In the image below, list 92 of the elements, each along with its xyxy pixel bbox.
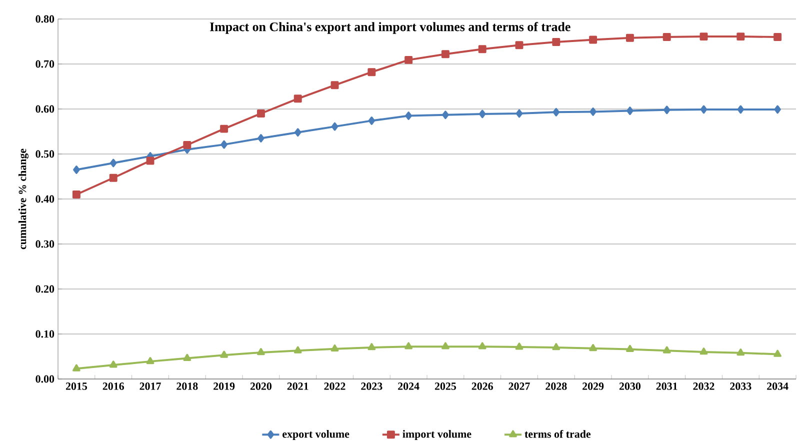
- point: [589, 36, 598, 44]
- point: [552, 108, 560, 116]
- x-tick-label: 2033: [730, 382, 752, 390]
- x-tick-label: 2034: [767, 382, 788, 390]
- point: [774, 350, 782, 357]
- point: [700, 32, 708, 40]
- x-tick-label: 2028: [546, 382, 567, 390]
- x-tick-label: 2020: [250, 382, 272, 390]
- point: [552, 343, 560, 350]
- x-tick-label: 2025: [434, 382, 456, 390]
- point: [626, 106, 634, 115]
- point: [405, 111, 412, 120]
- point: [516, 109, 523, 118]
- y-tick-label: 0.00: [36, 375, 54, 383]
- y-tick-label: 0.50: [36, 150, 54, 158]
- legend-label: export volume: [282, 430, 350, 440]
- point: [294, 128, 302, 137]
- point: [736, 32, 745, 40]
- x-tick-label: 2018: [176, 382, 198, 390]
- y-tick-label: 0.20: [36, 285, 54, 293]
- point: [220, 350, 228, 358]
- point: [774, 32, 782, 41]
- x-tick-label: 2015: [66, 382, 88, 390]
- point: [220, 140, 228, 149]
- point: [515, 41, 524, 50]
- point: [109, 360, 118, 368]
- point: [478, 110, 486, 118]
- point: [662, 32, 671, 41]
- point: [109, 174, 118, 182]
- x-tick-label: 2027: [508, 382, 530, 390]
- point: [662, 346, 671, 354]
- point: [294, 346, 302, 354]
- point: [441, 50, 450, 58]
- point: [442, 110, 449, 119]
- point: [146, 356, 154, 364]
- x-tick-label: 2029: [582, 382, 604, 390]
- point: [626, 344, 634, 352]
- point: [220, 124, 228, 133]
- point: [736, 348, 745, 356]
- x-tick-label: 2019: [214, 382, 235, 390]
- point: [257, 348, 265, 356]
- y-tick-label: 0.30: [36, 240, 54, 248]
- point: [368, 68, 376, 76]
- point: [146, 156, 154, 165]
- point: [774, 105, 781, 114]
- point: [626, 34, 634, 42]
- y-tick-label: 0.60: [36, 105, 54, 113]
- legend-label: terms of trade: [524, 430, 591, 438]
- x-tick-label: 2030: [619, 382, 640, 390]
- y-tick-label: 0.10: [36, 330, 54, 338]
- point: [590, 107, 596, 116]
- point: [700, 348, 708, 355]
- x-tick-label: 2024: [398, 382, 420, 390]
- y-tick-label: 0.40: [36, 195, 54, 203]
- point: [183, 354, 192, 361]
- point: [404, 342, 412, 350]
- x-tick-label: 2022: [324, 382, 346, 390]
- point: [368, 343, 376, 350]
- point: [330, 344, 339, 352]
- point: [183, 140, 192, 149]
- point: [737, 105, 744, 114]
- point: [404, 56, 413, 64]
- point: [589, 344, 597, 352]
- chart-title: Impact on China's export and import volumes and terms of trade: [210, 22, 570, 34]
- point: [368, 116, 376, 125]
- point: [700, 105, 708, 114]
- point: [552, 38, 560, 46]
- y-tick-label: 0.70: [36, 60, 54, 68]
- point: [331, 122, 338, 131]
- point: [258, 134, 264, 142]
- x-tick-label: 2023: [361, 382, 382, 390]
- y-tick-label: 0.80: [36, 15, 54, 23]
- point: [110, 158, 117, 168]
- x-tick-label: 2031: [656, 382, 678, 390]
- point: [256, 109, 265, 118]
- y-axis-title: cumulative % change: [18, 148, 28, 250]
- x-tick-label: 2016: [102, 382, 124, 390]
- point: [72, 364, 80, 372]
- point: [73, 165, 80, 174]
- x-tick-label: 2021: [287, 382, 308, 390]
- point: [478, 45, 486, 54]
- point: [515, 342, 524, 350]
- x-tick-label: 2017: [140, 382, 161, 390]
- point: [442, 342, 450, 350]
- point: [663, 106, 670, 114]
- point: [330, 81, 339, 90]
- x-tick-label: 2032: [693, 382, 714, 390]
- point: [478, 342, 486, 350]
- point: [72, 190, 80, 198]
- legend-label: import volume: [402, 430, 472, 440]
- point: [294, 94, 302, 103]
- x-tick-label: 2026: [472, 382, 493, 390]
